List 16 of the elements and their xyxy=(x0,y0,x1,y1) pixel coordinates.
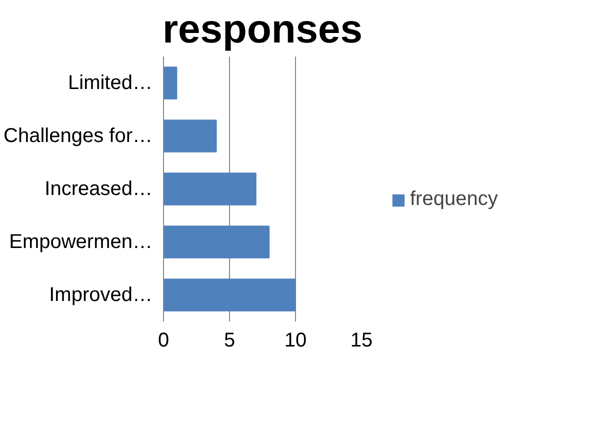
bar xyxy=(164,278,296,312)
x-tick-label: 5 xyxy=(224,330,236,352)
y-tick-label: Increased… xyxy=(44,178,153,200)
y-tick-label: Challenges for… xyxy=(4,125,153,147)
x-tick-label: 10 xyxy=(284,330,307,352)
bar xyxy=(164,226,270,258)
x-tick-label: 0 xyxy=(158,330,170,352)
x-tick-label: 15 xyxy=(350,330,373,352)
bar xyxy=(164,172,256,206)
y-tick-label: Empowermen… xyxy=(9,231,153,253)
bar xyxy=(164,120,217,152)
y-tick-label: Limited… xyxy=(68,72,153,94)
y-tick-label: Improved… xyxy=(49,284,153,306)
chart-title: responses xyxy=(162,8,363,52)
legend-label: frequency xyxy=(410,188,498,211)
bar xyxy=(164,66,178,100)
